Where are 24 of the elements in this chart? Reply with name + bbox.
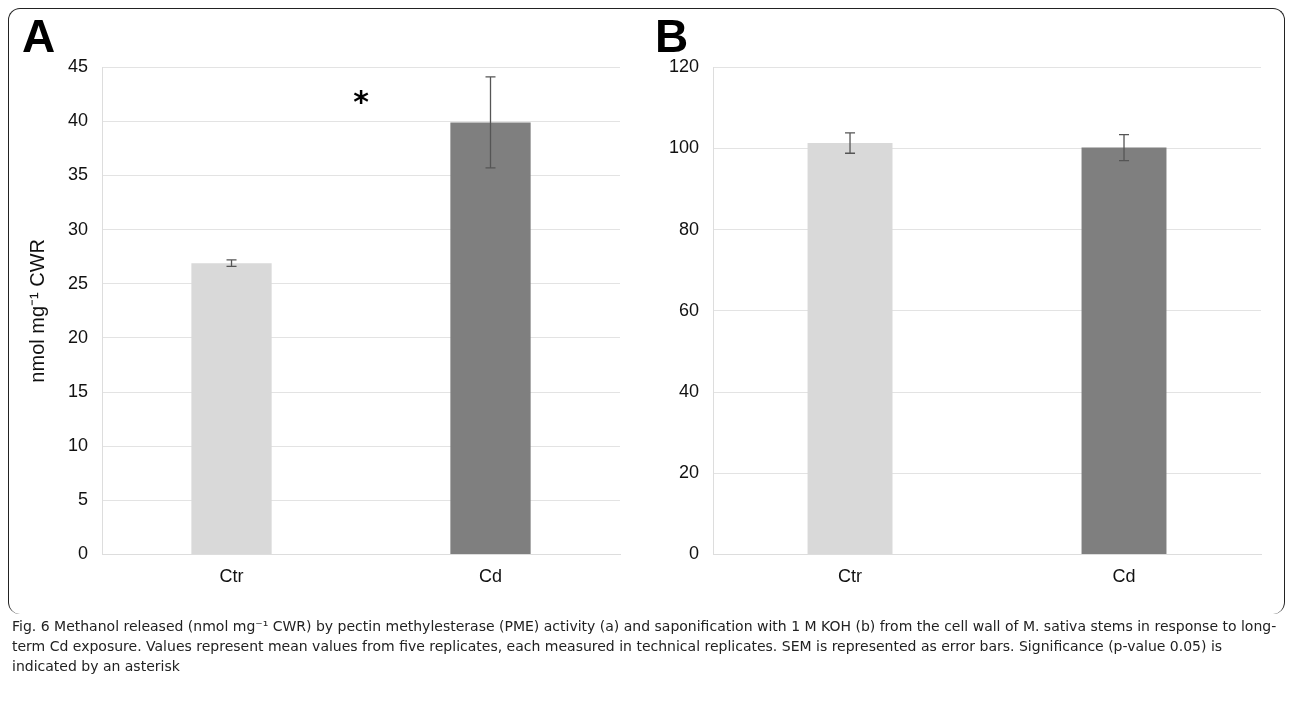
y-tick-label: 20 — [67, 326, 89, 347]
y-tick-label: 35 — [67, 164, 89, 185]
y-axis-title: nmol mg⁻¹ CWR — [25, 238, 48, 383]
y-tick-label: 25 — [67, 272, 89, 293]
y-tick-label: 40 — [67, 110, 89, 131]
y-tick-label: 100 — [668, 137, 700, 158]
y-tick-label: 5 — [78, 489, 89, 510]
caption: Fig. 6 Methanol released (nmol mg⁻¹ CWR) by pectin methylesterase (PME) activity (a) and saponification with 1 M KOH (b) from the cell wall of M. sativa stems in response to long-term Cd exposure. Values represent mean values from five replicates, each measured in technical replicates. SEM is represented as error bars. Significance (p-value 0.05) is indicated by an asterisk — [12, 617, 1278, 676]
x-tick-label: Cd — [1112, 566, 1136, 587]
y-tick-label: 0 — [689, 543, 700, 564]
x-tick-label: Ctr — [838, 566, 863, 587]
y-tick-label: 10 — [67, 435, 89, 456]
y-tick-label: 45 — [67, 56, 89, 77]
y-tick-label: 60 — [679, 299, 700, 320]
y-tick-label: 30 — [67, 218, 89, 239]
x-tick-label: Ctr — [219, 566, 244, 587]
x-tick-label: Cd — [479, 566, 503, 587]
y-tick-label: 15 — [67, 380, 89, 401]
annotation: * — [353, 84, 370, 120]
y-tick-label: 80 — [679, 218, 700, 239]
chart-title: A — [22, 10, 56, 63]
y-tick-label: 0 — [78, 543, 89, 564]
y-tick-label: 20 — [679, 462, 700, 483]
y-tick-label: 40 — [679, 380, 700, 401]
